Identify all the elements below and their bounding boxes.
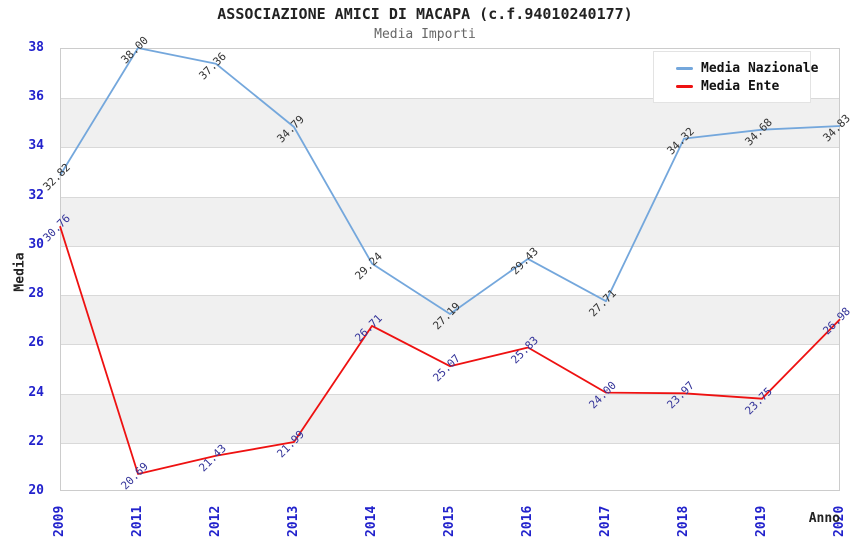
y-tick-label: 32 (28, 187, 44, 203)
x-tick-label: 2018 (676, 505, 691, 537)
grid-line (61, 344, 839, 346)
plot-band (61, 196, 839, 246)
legend-label-media-nazionale: Media Nazionale (701, 60, 819, 76)
y-tick-label: 34 (28, 138, 44, 154)
legend-label-media-ente: Media Ente (701, 78, 780, 94)
grid-line (61, 393, 839, 395)
x-tick-label: 2011 (130, 505, 145, 537)
series-line-media-nazionale[interactable] (59, 47, 841, 315)
grid-line (61, 295, 839, 297)
plot-band (61, 393, 839, 443)
grid-line (61, 245, 839, 247)
x-tick-label: 2016 (520, 505, 535, 537)
plot-area (60, 48, 840, 491)
grid-line (61, 442, 839, 444)
chart-title: ASSOCIAZIONE AMICI DI MACAPA (c.f.940102… (217, 5, 633, 23)
y-tick-label: 36 (28, 89, 44, 105)
plot-band (61, 295, 839, 345)
x-axis-title: Anno (808, 511, 840, 526)
x-tick-label: 2012 (208, 505, 223, 537)
series-line-media-ente[interactable] (59, 225, 841, 475)
legend-marker-media-nazionale-icon (676, 66, 693, 70)
grid-line (61, 147, 839, 149)
x-tick-label: 2017 (598, 505, 613, 537)
y-tick-label: 28 (28, 286, 44, 302)
grid-line (61, 98, 839, 100)
y-tick-label: 38 (28, 40, 44, 55)
y-tick-label: 20 (28, 483, 44, 498)
x-tick-label: 2014 (364, 505, 379, 537)
y-tick-label: 30 (28, 236, 44, 252)
chart-subtitle: Media Importi (374, 27, 476, 42)
y-axis-labels: 20 22 24 26 28 30 32 34 36 38 (0, 40, 52, 498)
x-tick-label: 2013 (286, 505, 301, 537)
y-tick-label: 26 (28, 335, 44, 351)
y-axis-title: Media (12, 252, 28, 292)
legend-item-media-nazionale[interactable]: Media Nazionale (676, 59, 818, 77)
legend-item-media-ente[interactable]: Media Ente (676, 77, 802, 95)
chart-svg (59, 47, 841, 475)
grid-line (61, 196, 839, 198)
y-tick-label: 24 (28, 384, 44, 400)
x-tick-label: 2015 (442, 505, 457, 537)
legend-marker-media-ente-icon (676, 84, 693, 88)
x-tick-label: 2009 (52, 505, 67, 537)
y-tick-label: 22 (28, 433, 44, 449)
legend: Media Nazionale Media Ente (653, 51, 818, 103)
plot-band (61, 98, 839, 148)
x-tick-label: 2019 (754, 505, 769, 537)
